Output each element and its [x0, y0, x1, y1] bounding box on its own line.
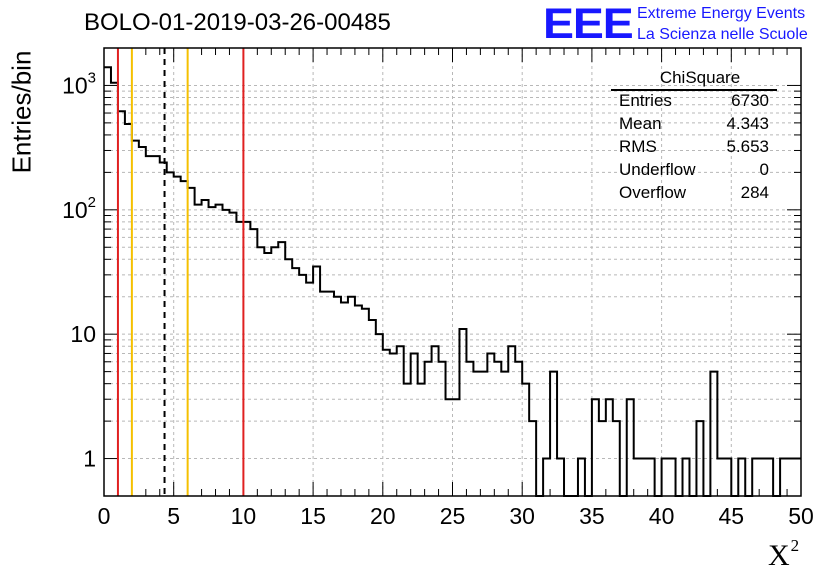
stats-row-mean: Mean 4.343	[611, 112, 777, 135]
eee-logo: EEE Extreme Energy Events La Scienza nel…	[543, 2, 833, 46]
eee-logo-mark: EEE	[543, 0, 634, 48]
x-tick-label: 10	[231, 503, 257, 529]
y-tick-exponent: 3	[88, 69, 96, 86]
x-tick-label: 15	[300, 503, 326, 529]
stats-value: 0	[759, 160, 769, 179]
stats-box: ChiSquare Entries 6730 Mean 4.343 RMS 5.…	[611, 67, 777, 204]
stats-title: ChiSquare	[659, 68, 741, 87]
stats-label: Overflow	[619, 183, 687, 202]
x-tick-label: 5	[167, 503, 180, 529]
y-tick-base: 10	[62, 197, 88, 223]
y-tick-base: 10	[70, 321, 96, 347]
x-axis-label-symbol: X	[768, 539, 790, 572]
chart-title: BOLO-01-2019-03-26-00485	[84, 9, 391, 36]
stats-row-underflow: Underflow 0	[611, 158, 777, 181]
stats-label: Mean	[619, 114, 662, 133]
x-axis-label: X2	[768, 536, 799, 573]
histogram-line	[104, 66, 801, 497]
y-axis-label: Entries/bin	[6, 50, 37, 174]
reference-lines	[116, 48, 245, 496]
grid-lines	[104, 47, 801, 496]
y-tick-exponent: 2	[88, 194, 96, 211]
stats-label: Entries	[619, 91, 672, 110]
stats-value: 6730	[731, 91, 769, 110]
stats-value: 284	[740, 183, 769, 202]
plot-frame	[103, 47, 802, 497]
x-tick-label: 25	[440, 503, 466, 529]
y-tick-base: 1	[83, 446, 96, 472]
stats-label: RMS	[619, 137, 657, 156]
y-tick-label: 103	[62, 69, 96, 98]
logo-line-project: Extreme Energy Events	[637, 5, 806, 22]
x-tick-label: 20	[370, 503, 396, 529]
y-tick-label: 1	[83, 446, 96, 472]
y-tick-base: 10	[62, 72, 88, 98]
y-tick-label: 102	[62, 194, 96, 223]
x-tick-label: 30	[509, 503, 535, 529]
stats-row-rms: RMS 5.653	[611, 135, 777, 158]
x-tick-label: 50	[788, 503, 814, 529]
x-tick-label: 40	[649, 503, 675, 529]
x-tick-label: 35	[579, 503, 605, 529]
x-tick-label: 45	[719, 503, 745, 529]
stats-title-rule	[611, 89, 777, 91]
y-tick-label: 10	[70, 321, 96, 347]
stats-value: 5.653	[726, 137, 769, 156]
x-axis-label-superscript: 2	[790, 536, 800, 555]
x-tick-label: 0	[98, 503, 111, 529]
histogram-series	[104, 66, 801, 497]
stats-value: 4.343	[726, 114, 769, 133]
logo-line-subtitle: La Scienza nelle Scuole	[637, 26, 808, 43]
stats-row-entries: Entries 6730	[611, 89, 777, 112]
stats-label: Underflow	[619, 160, 696, 179]
stats-row-overflow: Overflow 284	[611, 181, 777, 204]
x-tick-labels: 0 5 10 15 20 25 30 35 40 45 50	[98, 503, 814, 529]
